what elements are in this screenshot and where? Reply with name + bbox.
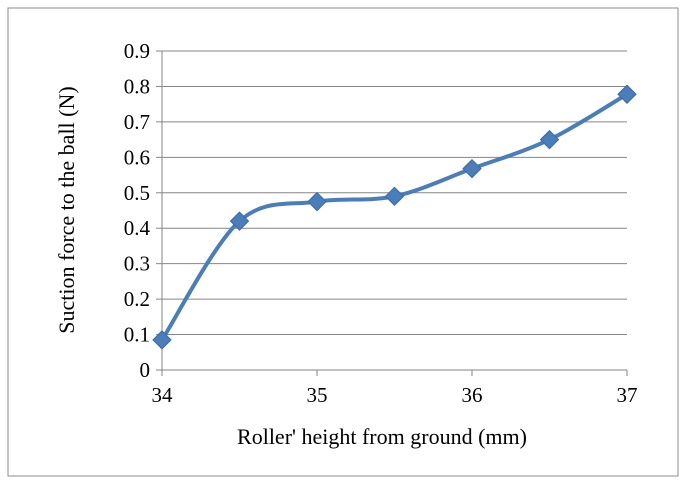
- data-point-marker: [307, 191, 327, 212]
- y-tick-label: 0.4: [124, 216, 151, 240]
- x-tick-labels: 34 35 36 37: [152, 383, 638, 407]
- x-tick-label: 37: [617, 383, 638, 407]
- y-tick-label: 0.3: [124, 252, 150, 276]
- y-tick-label: 0.6: [124, 145, 150, 169]
- y-tick-label: 0.2: [124, 287, 150, 311]
- y-axis-title: Suction force to the ball (N): [54, 86, 79, 333]
- y-tick-label: 0.1: [124, 323, 150, 347]
- y-tick-label: 0.8: [124, 74, 150, 98]
- data-point-marker: [617, 84, 637, 104]
- data-point-marker: [384, 186, 405, 207]
- data-point-marker: [462, 158, 482, 179]
- series-layer: [152, 84, 637, 350]
- y-tick-label: 0.9: [124, 39, 150, 63]
- chart-border: [7, 7, 679, 477]
- x-axis-title: Roller' height from ground (mm): [237, 424, 527, 449]
- data-point-marker: [539, 129, 560, 150]
- y-tick-label: 0.7: [124, 110, 150, 134]
- y-tick-label: 0: [140, 358, 151, 382]
- x-tick-label: 34: [152, 383, 174, 407]
- y-tick-label: 0.5: [124, 181, 150, 205]
- data-point-marker: [152, 330, 172, 350]
- y-tick-labels: 0 0.1 0.2 0.3 0.4 0.5 0.6 0.7 0.8 0.9: [124, 39, 151, 382]
- data-point-marker: [229, 211, 250, 231]
- axes: [156, 50, 628, 376]
- x-tick-label: 35: [307, 383, 328, 407]
- x-tick-label: 36: [462, 383, 483, 407]
